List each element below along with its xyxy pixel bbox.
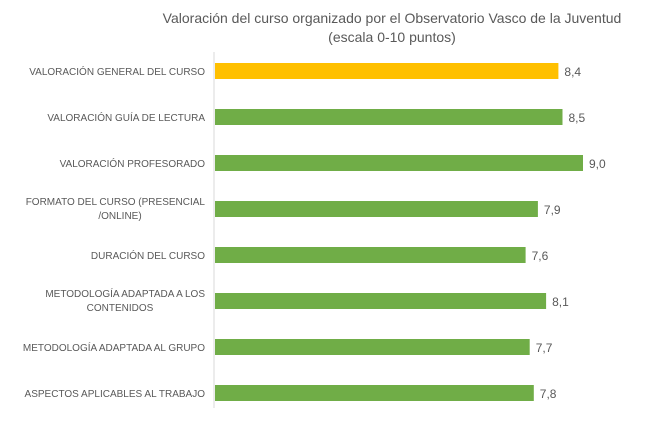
- bar: [215, 109, 563, 125]
- category-label: CONTENIDOS: [87, 303, 154, 314]
- bar: [215, 63, 559, 79]
- category-label: VALORACIÓN PROFESORADO: [60, 157, 206, 170]
- chart-subtitle: (escala 0-10 puntos): [328, 29, 456, 45]
- category-label: VALORACIÓN GUÍA DE LECTURA: [47, 111, 205, 124]
- data-label: 7,6: [532, 249, 549, 263]
- data-label: 8,4: [564, 65, 581, 79]
- data-label: 7,7: [536, 341, 553, 355]
- data-label: 8,5: [569, 111, 586, 125]
- data-label: 8,1: [552, 295, 569, 309]
- category-label: METODOLOGÍA ADAPTADA A LOS: [45, 287, 205, 300]
- bar: [215, 339, 530, 355]
- category-label: /ONLINE): [98, 211, 141, 222]
- bar: [215, 247, 526, 263]
- category-label: VALORACIÓN GENERAL DEL CURSO: [29, 65, 205, 78]
- category-label: METODOLOGÍA ADAPTADA AL GRUPO: [23, 341, 205, 354]
- data-label: 7,9: [544, 203, 561, 217]
- data-label: 9,0: [589, 157, 606, 171]
- category-label: DURACIÓN DEL CURSO: [91, 249, 205, 262]
- data-label: 7,8: [540, 387, 557, 401]
- category-label: FORMATO DEL CURSO (PRESENCIAL: [26, 197, 206, 208]
- bar: [215, 293, 547, 309]
- bar: [215, 155, 583, 171]
- bar: [215, 385, 534, 401]
- category-label: ASPECTOS APLICABLES AL TRABAJO: [25, 389, 206, 400]
- chart-title: Valoración del curso organizado por el O…: [163, 10, 622, 26]
- bar: [215, 201, 538, 217]
